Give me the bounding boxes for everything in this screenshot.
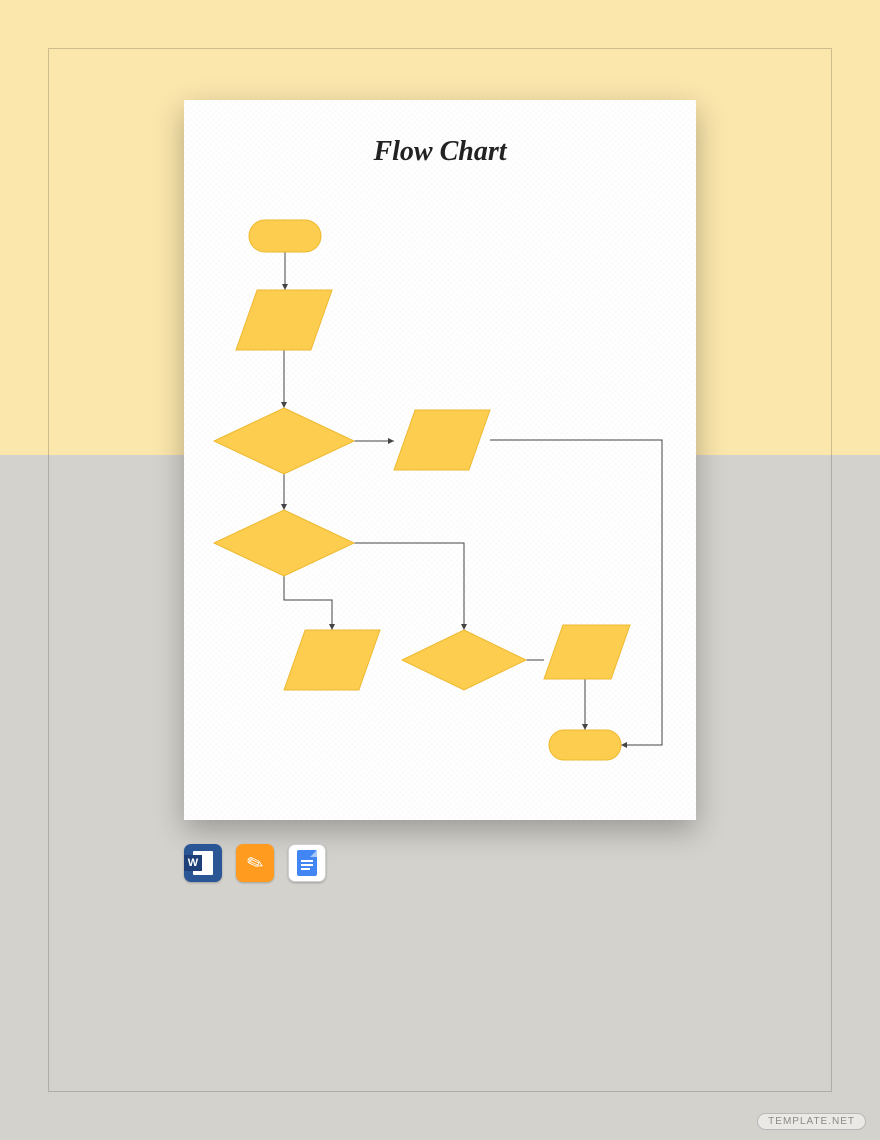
google-docs-icon	[288, 844, 326, 882]
word-icon: W	[184, 844, 222, 882]
node-end	[549, 730, 621, 760]
edge-dec2-io3	[284, 576, 332, 630]
flowchart-canvas	[184, 100, 696, 820]
edge-dec2-dec3	[354, 543, 464, 630]
node-io3	[284, 630, 380, 690]
node-dec1	[214, 408, 354, 474]
node-io1	[236, 290, 332, 350]
node-io4	[544, 625, 630, 679]
watermark-badge: TEMPLATE.NET	[757, 1113, 866, 1130]
app-icon-row: W ✎	[184, 844, 326, 882]
node-io2	[394, 410, 490, 470]
node-start	[249, 220, 321, 252]
pages-icon: ✎	[236, 844, 274, 882]
edge-io2-end	[490, 440, 662, 745]
node-dec3	[402, 630, 526, 690]
node-dec2	[214, 510, 354, 576]
document-page: Flow Chart	[184, 100, 696, 820]
